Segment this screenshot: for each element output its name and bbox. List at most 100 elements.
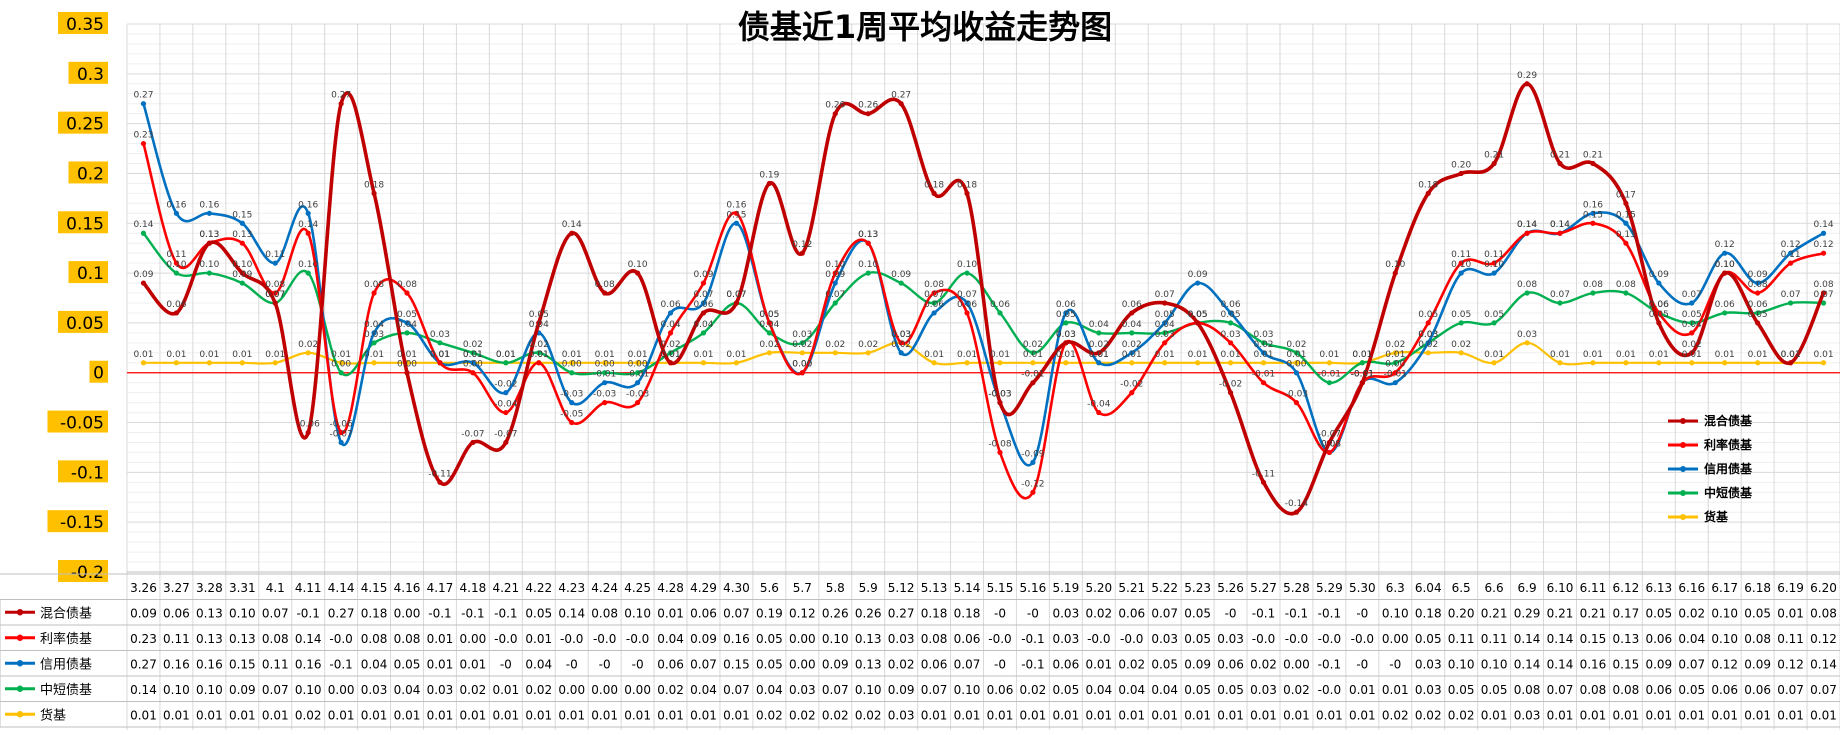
- table-cell: 0.13: [229, 632, 256, 646]
- y-tick-highlight: [58, 211, 108, 234]
- table-cell: 0.00: [328, 683, 355, 697]
- data-label: -0.03: [988, 390, 1011, 400]
- series-point: [1491, 360, 1497, 366]
- data-label: 0.01: [1385, 350, 1405, 360]
- data-label: 0.13: [199, 230, 219, 240]
- legend-marker: [1680, 514, 1686, 520]
- data-label: 0.16: [298, 200, 318, 210]
- data-label: 0.14: [1550, 220, 1570, 230]
- data-label: 0.15: [726, 210, 746, 220]
- y-tick-label: -0.1: [71, 463, 104, 483]
- series-point: [1623, 240, 1629, 246]
- series-point: [371, 340, 377, 346]
- series-point: [1820, 360, 1827, 366]
- series-point: [931, 190, 937, 196]
- series-point: [766, 180, 772, 187]
- y-tick-label: 0: [93, 364, 104, 384]
- series-point: [1722, 310, 1728, 316]
- table-cell: -0.1: [461, 606, 484, 620]
- series-point: [1755, 360, 1761, 366]
- data-label: -0.02: [1120, 380, 1143, 390]
- data-label: 0.01: [265, 350, 285, 360]
- series-point: [700, 360, 707, 366]
- data-label: 0.05: [1748, 310, 1768, 320]
- x-tick-label: 6.11: [1580, 581, 1607, 595]
- data-label: 0.01: [1188, 350, 1208, 360]
- series-point: [404, 370, 410, 376]
- data-label: -0.09: [1021, 449, 1045, 459]
- y-tick-label: 0.05: [66, 314, 104, 334]
- series-point: [1755, 320, 1761, 326]
- series-point: [1425, 340, 1431, 346]
- x-tick-label: 4.28: [657, 581, 684, 595]
- data-label: -0.03: [988, 390, 1011, 400]
- series-point: [1458, 170, 1464, 177]
- series-point: [964, 190, 970, 196]
- table-cell: 0.02: [1678, 606, 1705, 620]
- series-point: [1458, 270, 1464, 276]
- table-cell: -0: [632, 657, 644, 671]
- table-cell: 0.06: [921, 657, 948, 671]
- data-label: 0.15: [1583, 210, 1603, 220]
- series-point: [1162, 300, 1168, 306]
- data-label: 0.03: [1517, 330, 1537, 340]
- series-point: [602, 370, 608, 376]
- series-point: [1689, 300, 1695, 306]
- series-point: [1392, 360, 1398, 366]
- table-cell: 0.14: [1514, 657, 1541, 671]
- data-label: 0.01: [1089, 350, 1109, 360]
- table-cell: 0.16: [295, 657, 322, 671]
- series-point: [371, 290, 377, 296]
- data-label: 0.01: [1649, 350, 1669, 360]
- data-label: 0.09: [133, 270, 153, 280]
- data-label: 0.04: [1155, 320, 1175, 330]
- table-cell: 0.01: [492, 683, 519, 697]
- data-label: 0.10: [298, 260, 318, 270]
- legend-marker: [1680, 418, 1686, 424]
- data-label: 0.04: [1682, 320, 1702, 330]
- series-point: [437, 360, 443, 366]
- data-label: 0.03: [891, 330, 911, 340]
- table-row-label: 中短债基: [40, 683, 92, 698]
- x-tick-label: 5.30: [1349, 581, 1376, 595]
- series-point: [1425, 190, 1431, 196]
- series-point: [964, 310, 970, 316]
- data-label: -0.08: [1318, 439, 1342, 449]
- series-point: [437, 479, 443, 485]
- data-label: 0.00: [463, 360, 483, 370]
- series-point: [1458, 350, 1464, 356]
- y-tick-highlight: [47, 510, 108, 533]
- data-label: 0.11: [1451, 250, 1471, 260]
- data-label: 0.07: [726, 290, 746, 300]
- x-tick-label: 4.18: [460, 581, 487, 595]
- legend-marker: [1680, 442, 1686, 448]
- table-cell: 0.00: [624, 683, 651, 697]
- data-label: 0.06: [1715, 300, 1735, 310]
- table-cell: 0.05: [1645, 606, 1672, 620]
- data-label: 0.14: [562, 220, 582, 230]
- data-label: -0.01: [626, 370, 649, 380]
- table-cell: 0.00: [558, 683, 585, 697]
- series-point: [1722, 270, 1728, 276]
- table-cell: -0: [1389, 657, 1401, 671]
- table-cell: 0.01: [1777, 606, 1804, 620]
- x-tick-label: 5.6: [760, 581, 779, 595]
- series-point: [206, 270, 212, 276]
- table-cell: 0.21: [1481, 606, 1508, 620]
- data-label: 0.26: [825, 101, 845, 111]
- data-label: 0.05: [1188, 310, 1208, 320]
- data-label: 0.02: [1253, 340, 1273, 350]
- data-label: 0.01: [1748, 350, 1768, 360]
- series-point: [635, 400, 641, 406]
- table-cell: 0.17: [1613, 606, 1640, 620]
- series-point: [832, 300, 838, 306]
- data-label: 0.04: [529, 320, 549, 330]
- series-point: [1755, 310, 1761, 316]
- data-label: 0.06: [990, 300, 1010, 310]
- data-label: 0.10: [166, 260, 186, 270]
- series-point: [305, 210, 311, 216]
- series-point: [1392, 270, 1398, 276]
- data-label: 0.09: [232, 270, 252, 280]
- series-point: [667, 310, 674, 316]
- table-row-marker: [16, 711, 24, 718]
